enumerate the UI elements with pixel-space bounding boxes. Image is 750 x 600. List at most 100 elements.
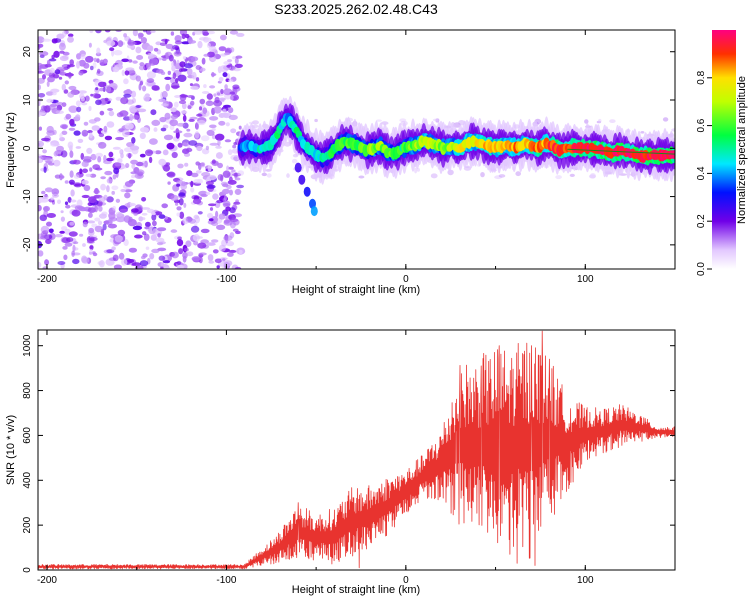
- noise-cell: [68, 71, 72, 79]
- noise-cell: [68, 85, 77, 91]
- noise-cell: [207, 254, 214, 262]
- noise-cell: [223, 219, 233, 226]
- noise-cell: [170, 31, 175, 36]
- halo-cell: [291, 158, 298, 164]
- noise-cell: [189, 83, 194, 87]
- noise-cell: [126, 152, 133, 158]
- noise-cell: [67, 36, 74, 43]
- noise-cell: [46, 59, 51, 67]
- noise-cell: [202, 30, 208, 34]
- noise-cell: [72, 159, 81, 165]
- noise-cell: [159, 116, 167, 123]
- noise-cell: [119, 208, 128, 213]
- noise-cell: [207, 219, 216, 225]
- noise-cell: [222, 188, 230, 195]
- noise-cell: [94, 217, 101, 222]
- noise-cell: [75, 146, 82, 149]
- noise-cell: [206, 242, 216, 246]
- noise-cell: [192, 198, 202, 205]
- noise-cell: [224, 84, 228, 90]
- noise-cell: [87, 130, 93, 134]
- noise-cell: [229, 30, 239, 35]
- noise-cell: [71, 209, 81, 217]
- noise-cell: [117, 158, 123, 164]
- noise-cell: [59, 132, 63, 139]
- noise-cell: [73, 174, 80, 179]
- noise-cell: [67, 91, 75, 98]
- noise-cell: [132, 60, 138, 64]
- noise-cell: [176, 260, 182, 265]
- noise-cell: [172, 72, 177, 79]
- colorbar-label: Normalized spectral amplitude: [736, 76, 748, 224]
- noise-cell: [47, 76, 55, 83]
- noise-cell: [59, 230, 66, 234]
- noise-cell: [155, 41, 162, 46]
- noise-cell: [148, 226, 156, 235]
- noise-cell: [179, 94, 189, 98]
- noise-cell: [197, 119, 206, 126]
- noise-cell: [140, 127, 149, 133]
- noise-cell: [190, 100, 195, 106]
- noise-cell: [77, 90, 87, 94]
- noise-cell: [82, 221, 88, 228]
- noise-cell: [67, 141, 74, 149]
- noise-cell: [85, 55, 94, 63]
- noise-cell: [78, 70, 84, 76]
- noise-cell: [160, 71, 166, 75]
- noise-cell: [150, 30, 156, 33]
- x-tick-label: 100: [577, 274, 594, 285]
- noise-cell: [92, 252, 98, 257]
- halo-cell: [430, 173, 438, 179]
- noise-cell: [94, 117, 101, 122]
- noise-cell: [130, 171, 138, 175]
- noise-cell: [223, 104, 231, 108]
- noise-cell: [186, 217, 193, 222]
- noise-cell: [145, 30, 152, 35]
- noise-cell: [51, 38, 58, 44]
- y-tick-label: 600: [22, 427, 33, 444]
- noise-cell: [166, 142, 175, 150]
- noise-cell: [226, 64, 231, 68]
- noise-cell: [53, 142, 60, 147]
- noise-cell: [71, 250, 75, 257]
- noise-cell: [81, 102, 88, 106]
- noise-cell: [115, 198, 121, 203]
- noise-cell: [142, 253, 148, 258]
- noise-cell: [81, 256, 90, 264]
- noise-cell: [54, 174, 61, 179]
- noise-cell: [152, 220, 157, 227]
- noise-cell: [194, 236, 203, 239]
- noise-cell: [50, 196, 55, 201]
- noise-cell: [60, 216, 65, 222]
- halo-cell: [619, 173, 627, 176]
- colorbar-tick-label: 0.0: [696, 262, 707, 276]
- snr-series-layer: [38, 330, 675, 570]
- noise-cell: [38, 100, 41, 107]
- noise-cell: [195, 77, 200, 82]
- noise-cell: [150, 109, 157, 116]
- noise-cell: [170, 229, 178, 233]
- noise-cell: [213, 106, 222, 114]
- noise-cell: [132, 225, 143, 231]
- colorbar-ticks: 0.0 0.2 0.4 0.6 0.8: [696, 70, 712, 276]
- noise-cell: [190, 225, 200, 233]
- noise-cell: [73, 241, 79, 245]
- noise-cell: [111, 246, 116, 251]
- noise-cell: [150, 234, 157, 241]
- halo-cell: [414, 167, 418, 174]
- noise-cell: [182, 114, 187, 122]
- noise-cell: [60, 210, 64, 214]
- noise-cell: [44, 187, 53, 193]
- noise-cell: [194, 131, 200, 139]
- noise-cell: [108, 151, 114, 158]
- noise-cell: [38, 36, 45, 44]
- noise-cell: [211, 159, 216, 164]
- noise-cell: [193, 240, 199, 246]
- noise-cell: [173, 101, 179, 108]
- noise-cell: [48, 58, 57, 62]
- noise-cell: [63, 254, 68, 261]
- noise-cell: [158, 255, 166, 261]
- noise-cell: [181, 181, 187, 187]
- noise-cell: [141, 212, 148, 216]
